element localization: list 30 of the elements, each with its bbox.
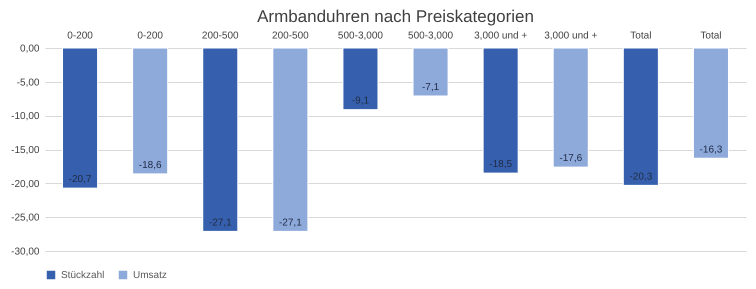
data-label: -18,6 (138, 160, 162, 171)
y-tick-label: -5,00 (16, 77, 40, 88)
y-tick-label: -25,00 (11, 212, 40, 224)
x-tick-label: 0-200 (67, 30, 94, 42)
data-label: -27,1 (208, 217, 232, 228)
x-tick-label: Total (630, 30, 652, 42)
legend-label: Stückzahl (61, 270, 104, 281)
data-label: -20,7 (68, 174, 92, 186)
data-label: -20,3 (629, 171, 653, 182)
legend-label: Umsatz (133, 270, 167, 281)
y-tick-label: -15,00 (11, 145, 40, 156)
y-tick-label: 0,00 (20, 44, 40, 54)
data-label: -16,3 (700, 144, 723, 156)
y-tick-label: -30,00 (11, 246, 40, 258)
x-tick-label: 500-3,000 (408, 30, 454, 42)
x-tick-label: 200-500 (202, 30, 240, 42)
y-tick-label: -20,00 (11, 178, 40, 190)
data-label: -9,1 (352, 96, 370, 107)
data-label: -17,6 (559, 153, 583, 164)
data-label: -27,1 (278, 217, 302, 228)
data-label: -7,1 (422, 82, 440, 94)
x-tick-label: 200-500 (272, 30, 310, 42)
x-tick-label: 3,000 und + (474, 30, 528, 42)
y-tick-label: -10,00 (11, 111, 40, 122)
x-tick-label: 3,000 und + (544, 30, 598, 42)
x-tick-label: 0-200 (137, 30, 164, 42)
x-tick-label: Total (700, 30, 722, 42)
chart-title: Armbanduhren nach Preiskategorien (257, 7, 534, 26)
x-tick-label: 500-3,000 (338, 30, 384, 42)
data-label: -18,5 (489, 159, 512, 170)
